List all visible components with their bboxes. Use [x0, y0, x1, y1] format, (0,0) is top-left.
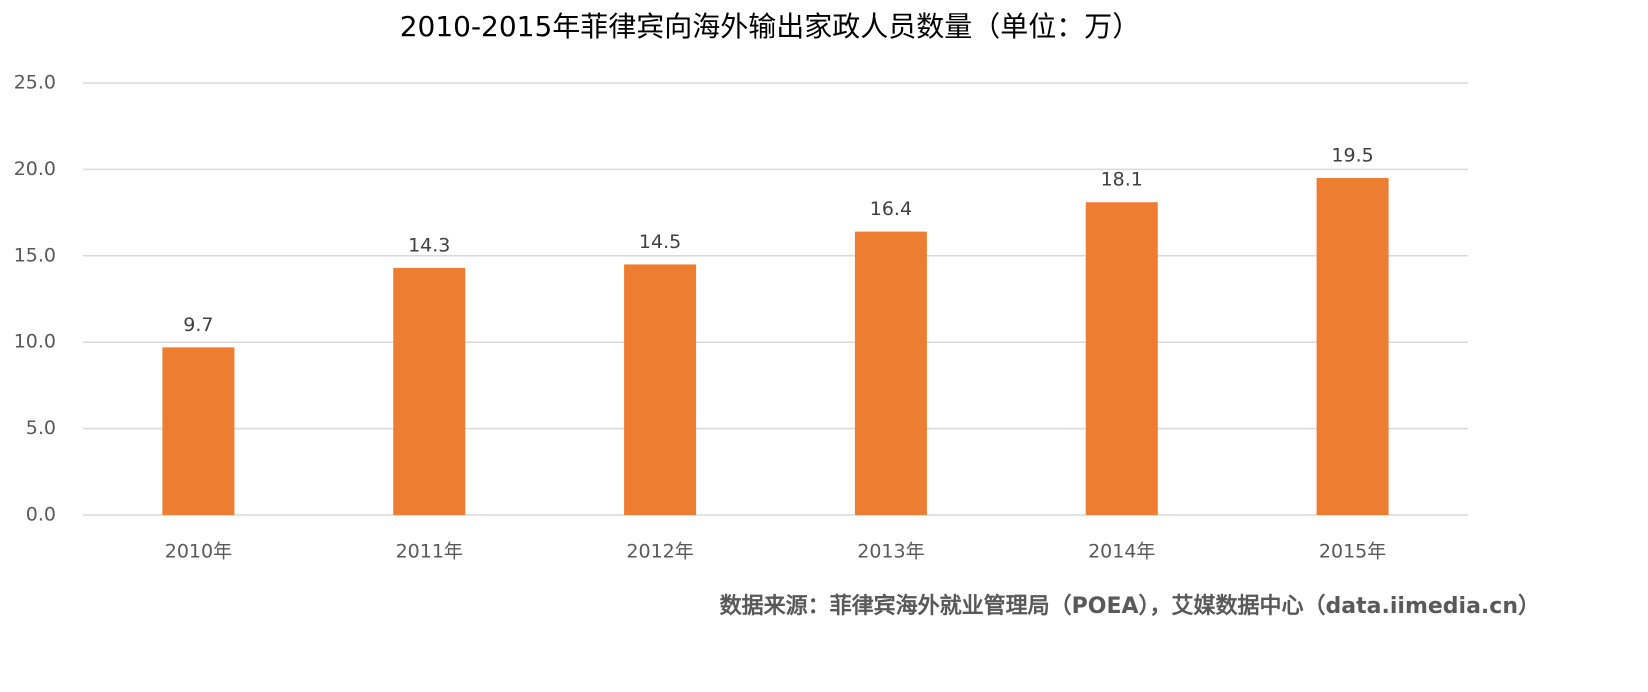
bar	[1316, 178, 1389, 516]
source-note: 数据来源：菲律宾海外就业管理局（POEA），艾媒数据中心（data.iimedi…	[720, 593, 1540, 619]
x-tick-label: 2010年	[165, 541, 232, 563]
y-tick-label: 15.0	[14, 244, 56, 266]
bar	[162, 347, 235, 515]
data-label: 14.5	[639, 231, 681, 253]
x-tick-label: 2015年	[1319, 541, 1386, 563]
data-label: 9.7	[183, 314, 213, 336]
data-label: 18.1	[1101, 169, 1143, 191]
data-label: 19.5	[1331, 145, 1373, 167]
bar	[1085, 202, 1158, 515]
y-tick-label: 20.0	[14, 158, 56, 180]
x-tick-label: 2012年	[626, 541, 693, 563]
chart-title: 2010-2015年菲律宾向海外输出家政人员数量（单位：万）	[400, 10, 1141, 43]
bar	[624, 264, 697, 515]
y-tick-label: 0.0	[26, 504, 56, 526]
y-tick-label: 25.0	[14, 72, 56, 94]
y-tick-label: 10.0	[14, 331, 56, 353]
x-tick-label: 2013年	[857, 541, 924, 563]
bar	[393, 267, 466, 515]
x-tick-label: 2014年	[1088, 541, 1155, 563]
y-tick-label: 5.0	[26, 417, 56, 439]
x-tick-label: 2011年	[396, 541, 463, 563]
bar	[854, 231, 927, 515]
data-label: 14.3	[408, 234, 450, 256]
data-label: 16.4	[870, 198, 912, 220]
